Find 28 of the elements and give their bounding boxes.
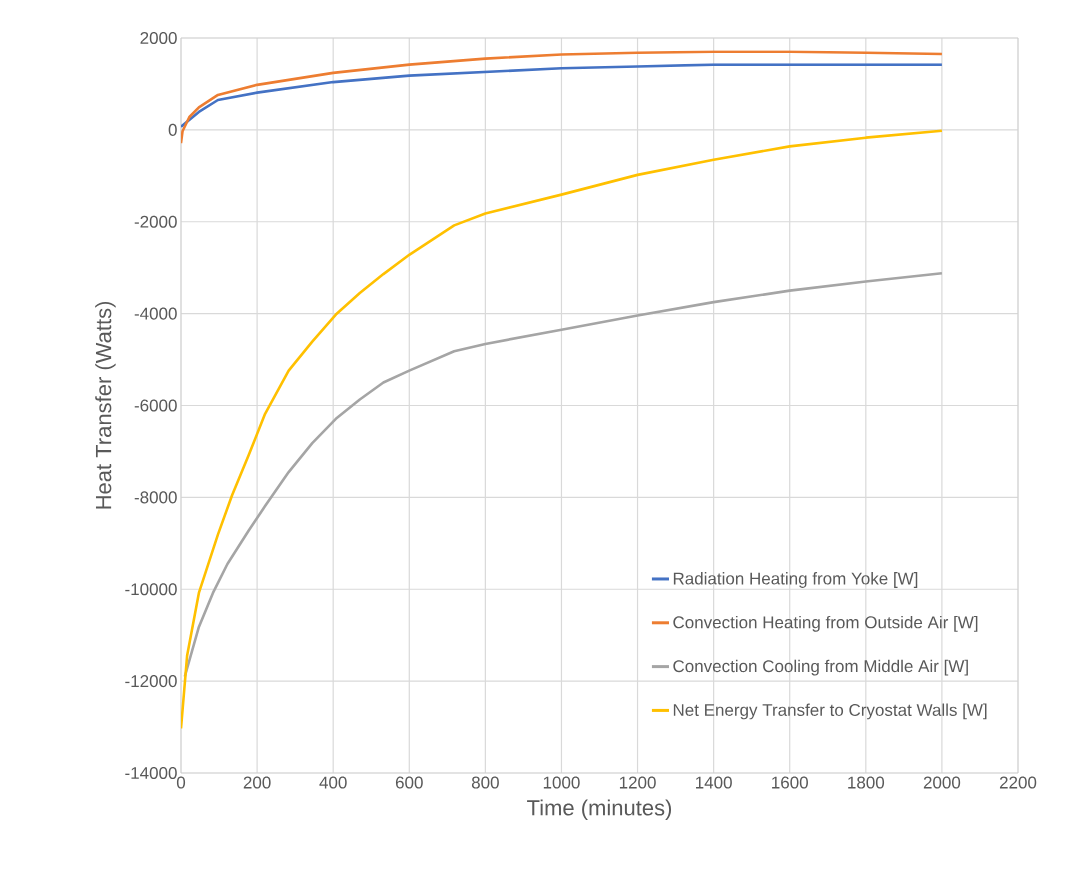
x-tick-label: 400 (319, 776, 347, 789)
y-tick-label: 0 (168, 123, 177, 136)
x-axis-title: Time (minutes) (527, 799, 672, 820)
x-tick-label: 600 (395, 776, 423, 789)
y-tick-label: -2000 (134, 215, 177, 228)
x-tick-label: 200 (243, 776, 271, 789)
y-tick-label: -4000 (134, 307, 177, 320)
y-tick-label: -12000 (125, 675, 177, 688)
x-tick-label: 1000 (543, 776, 580, 789)
x-tick-label: 1600 (772, 776, 808, 789)
x-tick-label: 1200 (619, 776, 656, 789)
legend-label: Radiation Heating from Yoke [W] (673, 572, 918, 588)
y-tick-label: -6000 (134, 399, 177, 412)
y-tick-label: -10000 (125, 583, 177, 596)
x-tick-label: 800 (471, 776, 499, 789)
x-tick-label: 2200 (999, 776, 1037, 789)
legend-label: Convection Heating from Outside Air [W] (673, 615, 978, 632)
y-tick-label: -8000 (134, 491, 177, 504)
x-tick-label: 1800 (848, 776, 885, 789)
y-tick-label: -14000 (125, 766, 177, 780)
line-series (181, 50, 944, 145)
y-tick-label: 2000 (140, 31, 177, 45)
x-tick-label: 2000 (923, 776, 961, 789)
legend-label: Convection Cooling from Middle Air [W] (673, 659, 968, 676)
x-tick-label: 1400 (696, 776, 732, 789)
legend-label: Net Energy Transfer to Cryostat Walls [W] (673, 703, 987, 720)
x-tick-label: 0 (176, 776, 186, 789)
y-axis-title: Heat Transfer (Watts) (95, 301, 116, 509)
